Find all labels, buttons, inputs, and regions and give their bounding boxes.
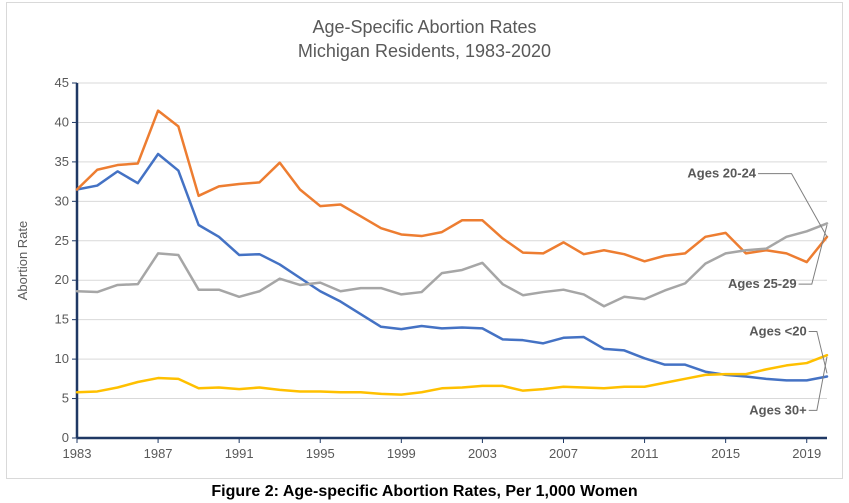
y-tick-label: 20 [55,272,69,287]
x-tick-label: 2011 [631,446,659,461]
chart-panel: Age-Specific Abortion Rates Michigan Resi… [6,2,843,479]
series-label: Ages <20 [749,323,806,338]
chart-svg: Age-Specific Abortion Rates Michigan Resi… [7,3,842,478]
y-tick-label: 35 [55,154,69,169]
x-tick-label: 1983 [63,446,92,461]
x-tick-label: 2007 [549,446,578,461]
figure-caption: Figure 2: Age-specific Abortion Rates, P… [0,479,849,501]
series-leader [809,331,827,373]
y-tick-label: 30 [55,193,69,208]
y-tick-label: 40 [55,114,69,129]
series-label: Ages 20-24 [687,166,756,181]
chart-title-line2: Michigan Residents, 1983-2020 [298,41,551,61]
y-axis-label: Abortion Rate [15,221,30,301]
x-tick-label: 1999 [387,446,416,461]
y-tick-label: 5 [62,391,69,406]
figure-container: Age-Specific Abortion Rates Michigan Resi… [0,2,849,501]
y-tick-label: 15 [55,312,69,327]
series-line [77,111,827,262]
series-leader [809,357,827,411]
chart-title-line1: Age-Specific Abortion Rates [312,17,536,37]
series-label: Ages 25-29 [728,276,797,291]
series-line [77,154,827,380]
x-tick-label: 2003 [468,446,497,461]
series-line [77,355,827,394]
x-tick-label: 1995 [306,446,335,461]
y-tick-label: 25 [55,233,69,248]
x-tick-label: 2015 [711,446,740,461]
y-tick-label: 45 [55,75,69,90]
y-tick-label: 0 [62,430,69,445]
x-tick-label: 1987 [144,446,173,461]
y-tick-label: 10 [55,351,69,366]
x-tick-label: 2019 [792,446,821,461]
x-tick-label: 1991 [225,446,254,461]
series-label: Ages 30+ [749,402,807,417]
